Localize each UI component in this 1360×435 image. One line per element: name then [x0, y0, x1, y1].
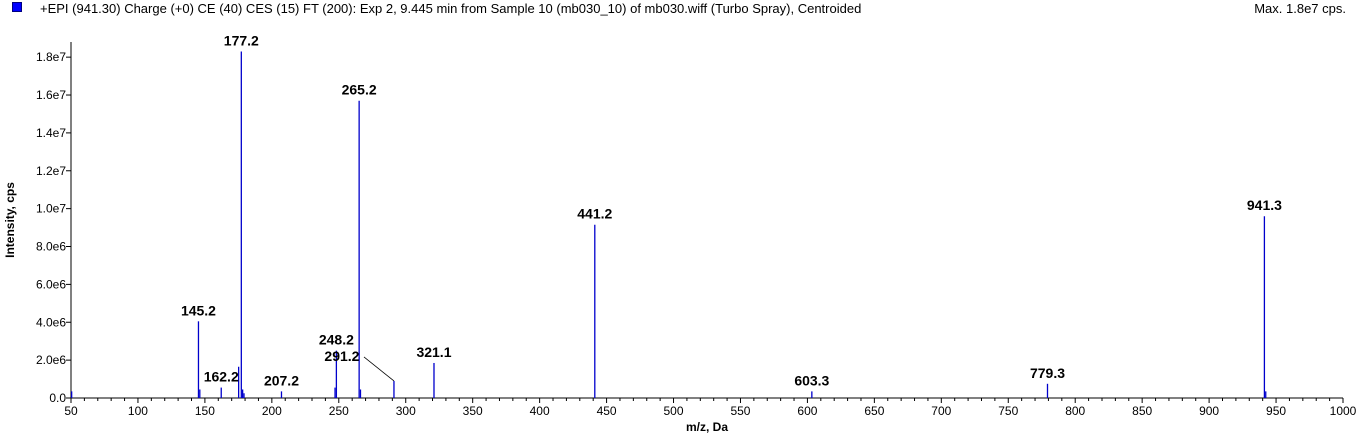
x-tick-label: 850: [1132, 404, 1152, 418]
x-tick-label: 700: [931, 404, 951, 418]
x-tick-label: 300: [396, 404, 416, 418]
y-tick-label: 6.0e6: [36, 277, 66, 291]
x-tick-label: 750: [998, 404, 1018, 418]
x-tick-label: 350: [463, 404, 483, 418]
y-tick-label: 1.2e7: [36, 164, 66, 178]
x-tick-label: 800: [1065, 404, 1085, 418]
x-tick-label: 450: [597, 404, 617, 418]
y-tick-label: 1.4e7: [36, 126, 66, 140]
x-tick-label: 900: [1199, 404, 1219, 418]
series-swatch-icon: [12, 2, 22, 12]
y-tick-label: 1.0e7: [36, 202, 66, 216]
max-intensity-label: Max. 1.8e7 cps.: [1254, 1, 1346, 16]
spectrum-peaks: [71, 51, 1267, 398]
x-tick-label: 100: [128, 404, 148, 418]
y-axis: 0.0 2.0e6 4.0e6 6.0e6 8.0e6 1.0e7 1.2e7 1.4e7 1.…: [36, 42, 72, 405]
x-tick-label: 500: [664, 404, 684, 418]
peak-label: 779.3: [1030, 365, 1065, 381]
peak-label: 177.2: [224, 32, 259, 48]
peak-label: 145.2: [181, 302, 216, 318]
peak-label: 291.2: [324, 348, 359, 364]
y-tick-label: 8.0e6: [36, 240, 66, 254]
peak-label: 941.3: [1247, 197, 1282, 213]
x-axis: 50 100 150 200 250 300 350 400 450 500 550 600 650 70…: [64, 397, 1357, 418]
peak-label-leader: [363, 356, 395, 382]
x-tick-label: 400: [530, 404, 550, 418]
peak-label: 603.3: [794, 372, 829, 388]
x-tick-label: 1000: [1330, 404, 1357, 418]
spectrum-header: +EPI (941.30) Charge (+0) CE (40) CES (1…: [0, 0, 1360, 20]
x-tick-label: 550: [730, 404, 750, 418]
x-axis-title: m/z, Da: [686, 420, 728, 434]
peak-labels: 145.2 162.2 177.2 207.2 248.2 265.2 291.2 321.1…: [181, 32, 1282, 388]
x-tick-label: 150: [195, 404, 215, 418]
x-tick-label: 950: [1266, 404, 1286, 418]
peak-label: 248.2: [319, 332, 354, 348]
peak-label: 162.2: [204, 369, 239, 385]
y-tick-label: 0.0: [49, 391, 66, 405]
peak-label: 207.2: [264, 372, 299, 388]
x-tick-label: 200: [262, 404, 282, 418]
peak-label: 321.1: [416, 344, 451, 360]
x-tick-label: 650: [864, 404, 884, 418]
x-tick-label: 50: [64, 404, 78, 418]
x-tick-label: 600: [797, 404, 817, 418]
y-axis-title: Intensity, cps: [3, 182, 17, 258]
y-tick-label: 4.0e6: [36, 315, 66, 329]
x-tick-label: 250: [329, 404, 349, 418]
y-tick-label: 1.8e7: [36, 50, 66, 64]
spectrum-title: +EPI (941.30) Charge (+0) CE (40) CES (1…: [40, 1, 862, 16]
peak-label: 441.2: [577, 206, 612, 222]
y-tick-label: 2.0e6: [36, 353, 66, 367]
y-tick-label: 1.6e7: [36, 88, 66, 102]
peak-label: 265.2: [342, 82, 377, 98]
